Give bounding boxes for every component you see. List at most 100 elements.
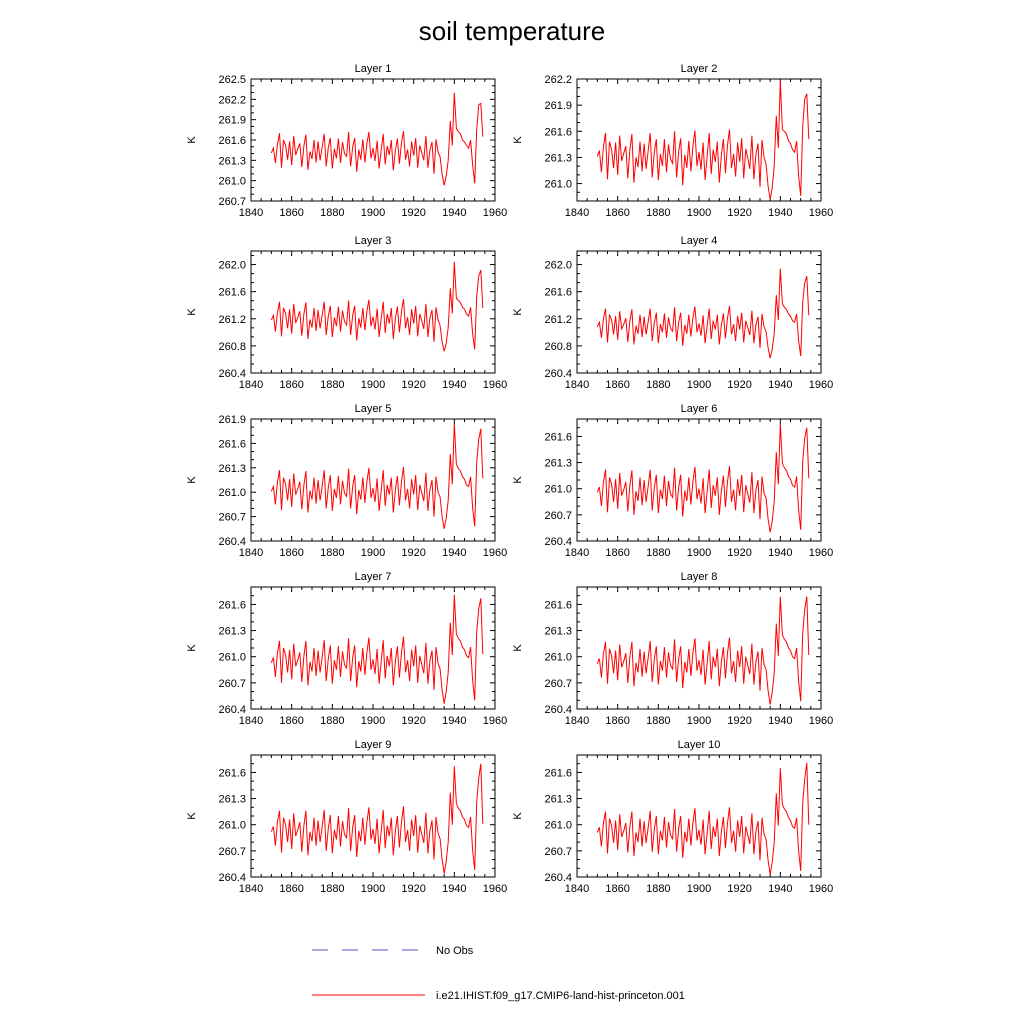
x-tick-label: 1880: [320, 207, 344, 219]
panel-title: Layer 9: [355, 739, 392, 751]
y-tick-label: 260.4: [544, 704, 572, 716]
plot-frame: [250, 418, 496, 542]
panel-layer-4: Layer 4 K 1840 1860 1880 1900 1920 1940 1960 260.…: [512, 235, 833, 391]
panel-title: Layer 2: [681, 63, 718, 75]
y-tick-label: 261.9: [218, 414, 246, 426]
y-tick-label: 260.7: [544, 678, 572, 690]
panel-layer-2: Layer 2 K 1840 1860 1880 1900 1920 1940 1960 261.…: [512, 63, 833, 219]
x-tick-label: 1900: [687, 715, 711, 727]
series-line: [596, 80, 810, 200]
y-tick-label: 261.2: [218, 314, 246, 326]
y-tick-label: 260.4: [218, 368, 246, 380]
x-tick-label: 1880: [646, 883, 670, 895]
y-tick-label: 261.0: [218, 487, 246, 499]
panel-layer-3: Layer 3 K 1840 1860 1880 1900 1920 1940 1960 260.…: [186, 235, 507, 391]
x-tick-label: 1960: [809, 547, 833, 559]
y-tick-label: 261.0: [544, 652, 572, 664]
x-tick-label: 1880: [646, 379, 670, 391]
y-tick-label: 261.6: [544, 767, 572, 779]
x-tick-label: 1860: [605, 547, 629, 559]
x-tick-label: 1880: [646, 207, 670, 219]
y-tick-label: 260.7: [218, 678, 246, 690]
y-tick-label: 260.4: [218, 536, 246, 548]
y-tick-label: 260.7: [218, 846, 246, 858]
plot-frame: [250, 78, 496, 202]
y-tick-label: 261.6: [218, 767, 246, 779]
x-tick-label: 1840: [239, 883, 263, 895]
x-tick-label: 1840: [565, 883, 589, 895]
x-tick-label: 1860: [605, 379, 629, 391]
x-tick-label: 1960: [809, 207, 833, 219]
x-tick-label: 1940: [442, 883, 466, 895]
plot-frame: [576, 78, 822, 202]
panels: Layer 1 K 1840 1860 1880 1900 1920 1940 1960 260.…: [186, 63, 833, 895]
y-tick-label: 262.5: [218, 74, 246, 86]
x-tick-label: 1860: [605, 715, 629, 727]
y-axis-label: K: [512, 476, 524, 484]
y-tick-label: 260.7: [544, 510, 572, 522]
x-tick-label: 1940: [442, 379, 466, 391]
x-tick-label: 1940: [442, 715, 466, 727]
y-tick-label: 260.7: [218, 512, 246, 524]
y-tick-label: 260.4: [544, 368, 572, 380]
y-tick-label: 262.2: [218, 94, 246, 106]
legend-label-no-obs: No Obs: [436, 945, 474, 957]
y-tick-label: 262.0: [218, 260, 246, 272]
y-tick-label: 261.3: [544, 152, 572, 164]
panel-title: Layer 8: [681, 571, 718, 583]
y-tick-label: 260.7: [218, 196, 246, 208]
y-tick-label: 261.0: [218, 820, 246, 832]
y-tick-label: 261.3: [218, 155, 246, 167]
panel-layer-1: Layer 1 K 1840 1860 1880 1900 1920 1940 1960 260.…: [186, 63, 507, 219]
y-tick-label: 261.3: [544, 626, 572, 638]
x-tick-label: 1860: [279, 207, 303, 219]
x-tick-label: 1840: [239, 715, 263, 727]
x-tick-label: 1840: [565, 547, 589, 559]
panel-title: Layer 5: [355, 403, 392, 415]
plot-frame: [576, 418, 822, 542]
x-tick-label: 1920: [401, 207, 425, 219]
plot-frame: [576, 250, 822, 374]
series-line: [596, 268, 810, 359]
panel-layer-5: Layer 5 K 1840 1860 1880 1900 1920 1940 1960 260.…: [186, 403, 507, 559]
series-line: [270, 92, 484, 186]
y-tick-label: 261.9: [218, 115, 246, 127]
x-tick-label: 1840: [565, 379, 589, 391]
panel-title: Layer 4: [681, 235, 718, 247]
series-line: [270, 423, 484, 529]
panel-layer-7: Layer 7 K 1840 1860 1880 1900 1920 1940 1960 260.…: [186, 571, 507, 727]
y-tick-label: 261.0: [218, 652, 246, 664]
panel-title: Layer 10: [678, 739, 721, 751]
y-tick-label: 262.0: [544, 260, 572, 272]
x-tick-label: 1940: [768, 379, 792, 391]
y-tick-label: 260.7: [544, 846, 572, 858]
x-tick-label: 1900: [361, 379, 385, 391]
x-tick-label: 1860: [605, 883, 629, 895]
y-tick-label: 261.6: [544, 599, 572, 611]
y-tick-label: 261.6: [218, 287, 246, 299]
plot-frame: [250, 586, 496, 710]
x-tick-label: 1940: [442, 207, 466, 219]
y-axis-label: K: [512, 812, 524, 820]
x-tick-label: 1860: [279, 379, 303, 391]
y-tick-label: 260.8: [218, 341, 246, 353]
y-tick-label: 261.6: [218, 135, 246, 147]
series-line: [270, 261, 484, 352]
x-tick-label: 1840: [239, 547, 263, 559]
x-tick-label: 1900: [361, 207, 385, 219]
x-tick-label: 1860: [605, 207, 629, 219]
y-tick-label: 261.3: [218, 794, 246, 806]
panel-title: Layer 1: [355, 63, 392, 75]
x-tick-label: 1960: [483, 547, 507, 559]
x-tick-label: 1840: [565, 715, 589, 727]
x-tick-label: 1920: [401, 547, 425, 559]
y-tick-label: 260.8: [544, 341, 572, 353]
y-tick-label: 261.6: [218, 438, 246, 450]
panel-layer-9: Layer 9 K 1840 1860 1880 1900 1920 1940 1960 260.…: [186, 739, 507, 895]
x-tick-label: 1900: [687, 883, 711, 895]
legend-label-model: i.e21.IHIST.f09_g17.CMIP6-land-hist-prin…: [436, 990, 685, 1002]
y-axis-label: K: [512, 136, 524, 144]
y-tick-label: 261.3: [218, 463, 246, 475]
y-tick-label: 260.4: [218, 704, 246, 716]
x-tick-label: 1860: [279, 715, 303, 727]
